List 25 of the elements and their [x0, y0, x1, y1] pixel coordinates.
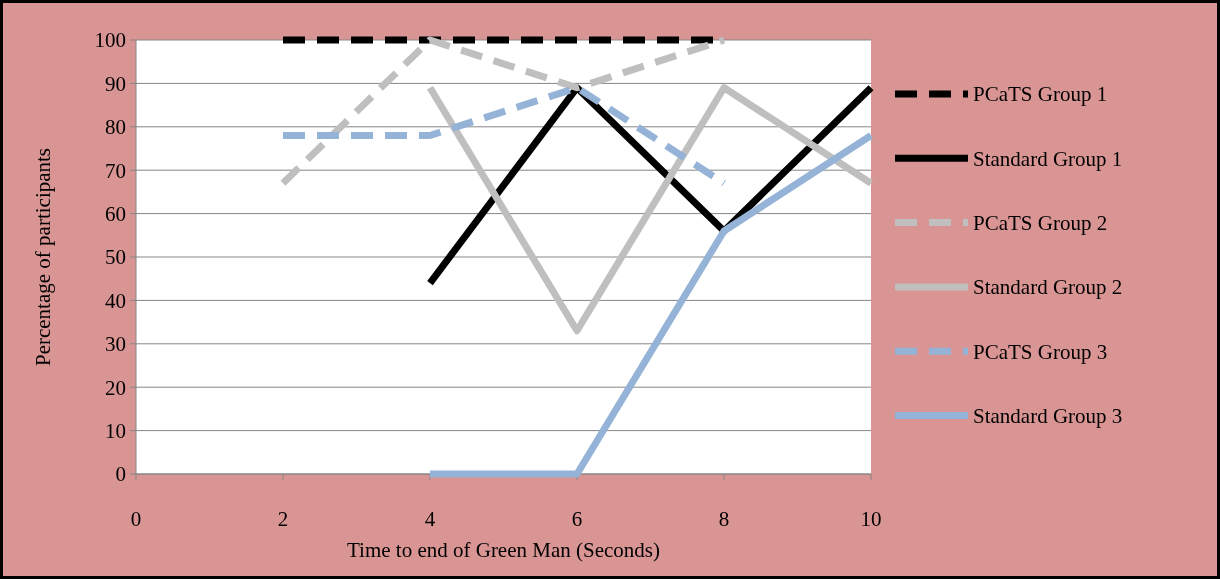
- y-tick-label: 40: [105, 288, 126, 313]
- y-tick-label: 60: [105, 201, 126, 226]
- y-axis-title: Percentage of participants: [31, 147, 55, 367]
- x-tick-label: 0: [130, 507, 142, 531]
- y-tick-label: 30: [105, 332, 126, 357]
- x-tick-label: 6: [571, 507, 583, 531]
- legend-label: PCaTS Group 2: [973, 210, 1108, 235]
- y-tick-label: 80: [105, 115, 126, 140]
- y-tick-label: 90: [105, 71, 126, 96]
- x-tick-label: 8: [718, 507, 730, 531]
- x-tick-label: 2: [277, 507, 289, 531]
- y-tick-label: 70: [105, 158, 126, 183]
- legend-label: Standard Group 2: [973, 275, 1123, 300]
- legend-label: Standard Group 1: [973, 146, 1123, 171]
- x-axis-title: Time to end of Green Man (Seconds): [346, 538, 661, 562]
- y-tick-label: 0: [115, 462, 126, 487]
- y-tick-label: 20: [105, 375, 126, 400]
- y-tick-label: 10: [105, 418, 126, 443]
- x-tick-label: 10: [860, 507, 882, 531]
- x-tick-label: 4: [424, 507, 436, 531]
- y-tick-label: 100: [94, 28, 126, 53]
- y-tick-label: 50: [105, 245, 126, 270]
- legend-label: Standard Group 3: [973, 403, 1123, 428]
- legend-label: PCaTS Group 1: [973, 82, 1108, 107]
- legend-label: PCaTS Group 3: [973, 339, 1108, 364]
